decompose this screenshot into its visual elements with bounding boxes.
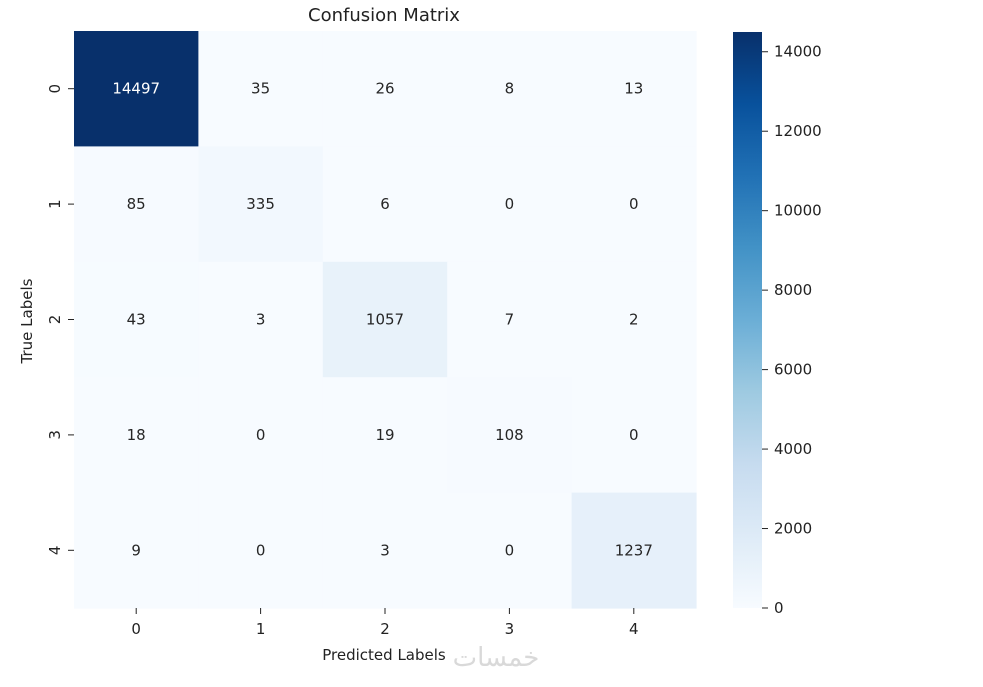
x-tick-label: 0 [131,620,141,638]
y-tick-label: 1 [46,199,64,209]
heatmap-cell [571,261,697,378]
cell-value-label: 0 [505,195,515,213]
x-tick-label: 2 [380,620,390,638]
cell-value-label: 19 [375,426,394,444]
heatmap-cell [198,492,324,609]
cell-labels: 14497 35 26 8 13 85 335 6 0 0 43 3 1057 7 2 18 0 19 108 0 9 0… [112,80,653,560]
heatmap-cell [571,31,697,147]
x-axis-ticks: 0 1 2 3 4 [131,608,639,638]
cell-value-label: 43 [127,311,146,329]
colorbar-tick-label: 2000 [774,520,812,538]
heatmap-cells [74,31,697,609]
cell-value-label: 6 [380,195,390,213]
colorbar-ticks: 0 2000 4000 6000 8000 10000 12000 14000 [762,43,822,617]
cell-value-label: 335 [246,195,275,213]
x-axis-label: Predicted Labels [322,646,446,664]
cell-value-label: 0 [629,426,639,444]
y-axis-ticks: 0 1 2 3 4 [46,84,74,555]
heatmap-cell [571,492,697,609]
cell-value-label: 18 [127,426,146,444]
watermark-logo: خمسات [453,643,540,673]
x-tick-label: 1 [256,620,266,638]
cell-value-label: 7 [505,311,515,329]
heatmap-cell [74,146,199,263]
heatmap-cell [198,31,324,147]
heatmap-cell [447,31,573,147]
heatmap-cell [571,146,697,263]
colorbar-tick-label: 14000 [774,43,822,61]
colorbar-tick-label: 12000 [774,122,822,140]
heatmap-cell [322,377,448,494]
y-axis-label: True Labels [18,278,36,364]
cell-value-label: 14497 [112,80,160,98]
y-tick-label: 4 [46,546,64,556]
cell-value-label: 35 [251,80,270,98]
colorbar-tick-label: 6000 [774,361,812,379]
colorbar [733,32,762,608]
cell-value-label: 85 [127,195,146,213]
heatmap-cell [571,377,697,494]
heatmap-cell [322,261,448,378]
heatmap-cell [447,261,573,378]
cell-value-label: 0 [505,541,515,559]
heatmap-cell [322,492,448,609]
chart-title: Confusion Matrix [308,5,460,26]
cell-value-label: 1057 [366,311,404,329]
cell-value-label: 0 [256,426,266,444]
cell-value-label: 3 [256,311,266,329]
y-tick-label: 0 [46,84,64,94]
heatmap-cell [198,261,324,378]
cell-value-label: 108 [495,426,524,444]
colorbar-tick-label: 10000 [774,202,822,220]
colorbar-tick-label: 8000 [774,281,812,299]
y-tick-label: 2 [46,315,64,325]
cell-value-label: 3 [380,541,390,559]
heatmap-cell [322,146,448,263]
cell-value-label: 8 [505,80,515,98]
cell-value-label: 0 [629,195,639,213]
y-tick-label: 3 [46,430,64,440]
heatmap-cell [447,377,573,494]
colorbar-tick-label: 4000 [774,440,812,458]
cell-value-label: 26 [375,80,394,98]
heatmap-cell [198,377,324,494]
heatmap-cell [198,146,324,263]
cell-value-label: 0 [256,541,266,559]
cell-value-label: 1237 [615,541,653,559]
heatmap-cell [74,492,199,609]
x-tick-label: 4 [629,620,639,638]
cell-value-label: 13 [624,80,643,98]
x-tick-label: 3 [505,620,515,638]
heatmap-cell [447,492,573,609]
heatmap-cell [74,261,199,378]
heatmap-cell [322,31,448,147]
heatmap-cell [447,146,573,263]
heatmap-cell [74,31,199,147]
cell-value-label: 2 [629,311,639,329]
cell-value-label: 9 [131,541,141,559]
heatmap-cell [74,377,199,494]
colorbar-tick-label: 0 [774,599,784,617]
